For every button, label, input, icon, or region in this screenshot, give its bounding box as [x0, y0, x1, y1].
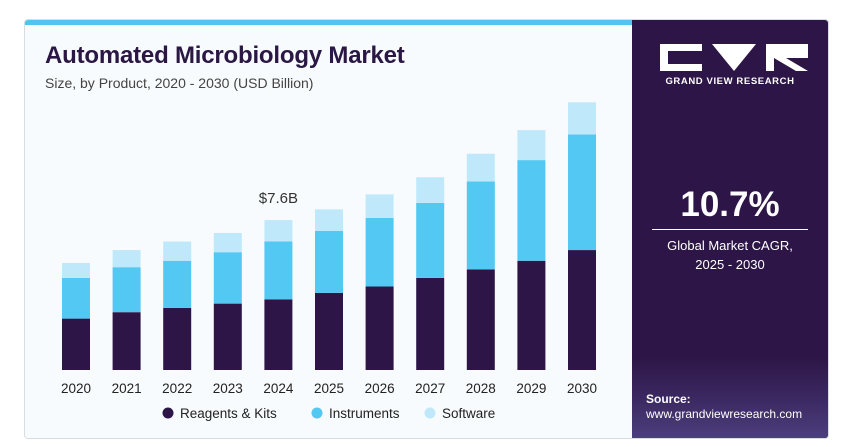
accent-bar — [25, 20, 632, 25]
cagr-label-line1: Global Market CAGR, — [667, 238, 793, 253]
x-tick-label-2020: 2020 — [61, 381, 91, 396]
bar-reagents-kits-2027 — [416, 277, 445, 370]
bar-instruments-2020 — [62, 277, 90, 319]
x-tick-label-2028: 2028 — [466, 381, 496, 396]
x-tick-label-2027: 2027 — [415, 381, 445, 396]
bar-instruments-2027 — [416, 202, 445, 278]
x-tick-label-2023: 2023 — [213, 381, 243, 396]
legend-swatch-software — [424, 407, 436, 419]
bar-instruments-2028 — [466, 181, 495, 270]
legend-swatch-reagents-kits — [162, 407, 174, 419]
bar-software-2029 — [517, 130, 546, 161]
cagr-value: 10.7% — [680, 185, 780, 224]
bar-reagents-kits-2020 — [62, 318, 90, 370]
x-tick-label-2030: 2030 — [567, 381, 597, 396]
bar-reagents-kits-2024 — [264, 299, 293, 370]
bar-instruments-2023 — [213, 252, 242, 304]
bar-reagents-kits-2026 — [365, 286, 394, 370]
bar-reagents-kits-2029 — [517, 260, 546, 370]
bar-software-2024 — [264, 220, 293, 242]
x-tick-label-2029: 2029 — [516, 381, 546, 396]
bar-instruments-2021 — [112, 267, 141, 313]
bar-instruments-2024 — [264, 241, 293, 300]
brand-name: GRAND VIEW RESEARCH — [665, 76, 795, 87]
bar-instruments-2030 — [568, 134, 596, 251]
bar-software-2028 — [466, 153, 495, 182]
bar-software-2023 — [213, 232, 242, 253]
bar-software-2025 — [315, 209, 343, 231]
bar-reagents-kits-2025 — [315, 292, 343, 370]
bar-software-2027 — [416, 177, 445, 203]
x-tick-label-2024: 2024 — [263, 381, 294, 396]
bar-reagents-kits-2028 — [466, 269, 495, 370]
bar-instruments-2029 — [517, 160, 546, 261]
bar-reagents-kits-2030 — [568, 250, 596, 370]
stats-sidebar: GRAND VIEW RESEARCH 10.7% Global Market … — [632, 20, 828, 438]
x-tick-label-2025: 2025 — [314, 381, 344, 396]
chart-subtitle: Size, by Product, 2020 - 2030 (USD Billi… — [45, 75, 314, 91]
chart-panel: Automated Microbiology Market Size, by P… — [25, 25, 632, 438]
bar-reagents-kits-2022 — [163, 307, 192, 370]
cagr-divider — [652, 229, 808, 230]
bar-software-2030 — [568, 102, 596, 135]
bar-software-2021 — [112, 250, 141, 268]
bar-software-2022 — [163, 241, 192, 261]
x-tick-label-2022: 2022 — [162, 381, 192, 396]
legend-label-instruments: Instruments — [329, 406, 400, 421]
bar-instruments-2025 — [315, 230, 343, 293]
x-tick-label-2021: 2021 — [112, 381, 142, 396]
bar-reagents-kits-2023 — [213, 303, 242, 370]
x-tick-label-2026: 2026 — [365, 381, 395, 396]
bar-reagents-kits-2021 — [112, 312, 141, 370]
source-url[interactable]: www.grandviewresearch.com — [646, 407, 803, 421]
page-title: Automated Microbiology Market — [45, 42, 405, 69]
cagr-label-line2: 2025 - 2030 — [695, 257, 765, 272]
bar-software-2020 — [62, 262, 90, 278]
bar-software-2026 — [365, 194, 394, 218]
bar-instruments-2022 — [163, 260, 192, 308]
stacked-bar-chart: 2020 2021 2022 2023 2024 2025 2026 2027 2028 2029… — [61, 102, 597, 421]
source-label: Source: — [646, 392, 691, 406]
legend-label-software: Software — [442, 406, 495, 421]
cagr-label: Global Market CAGR, 2025 - 2030 — [632, 236, 828, 274]
bar-instruments-2026 — [365, 217, 394, 287]
gvr-logo-icon — [660, 44, 808, 71]
legend-swatch-instruments — [311, 407, 323, 419]
legend-label-reagents-kits: Reagents & Kits — [180, 406, 277, 421]
source-background — [632, 358, 828, 438]
annotation-2024: $7.6B — [259, 190, 298, 207]
infographic-frame: Automated Microbiology Market Size, by P… — [24, 19, 829, 439]
